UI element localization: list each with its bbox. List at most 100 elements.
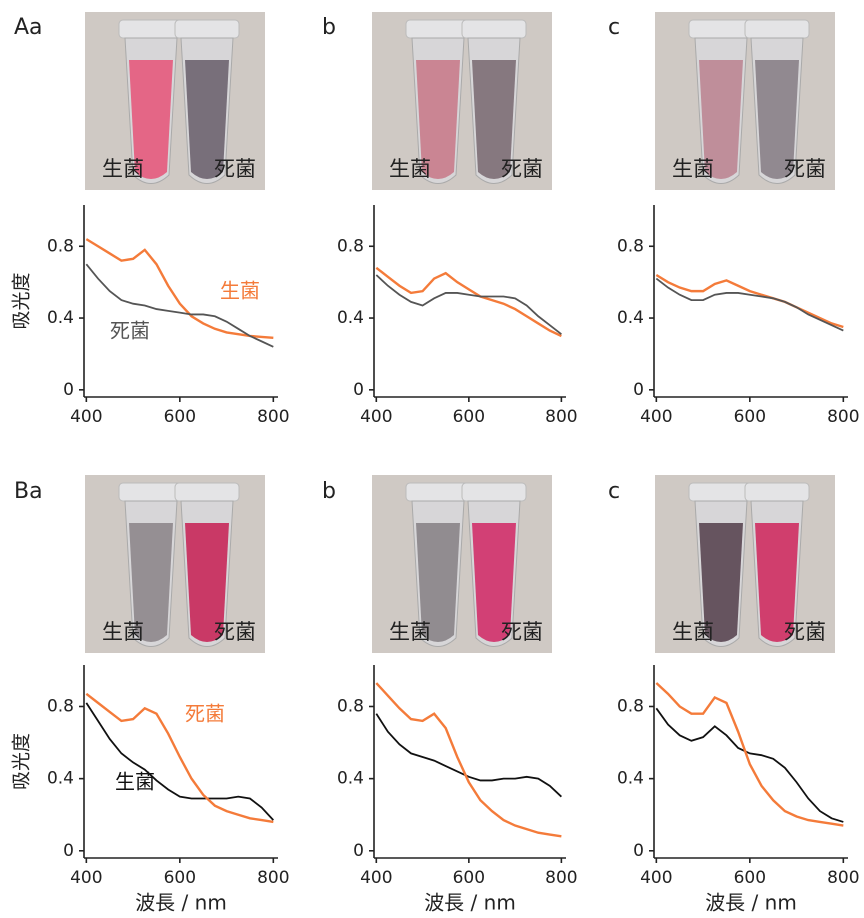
y-tick-label: 0.8 [337, 696, 364, 716]
x-tick-label: 600 [164, 868, 196, 888]
y-tick-label: 0.4 [337, 308, 364, 328]
tube-liquid [185, 60, 229, 179]
panel-label: Ba [14, 479, 43, 504]
y-tick-label: 0 [633, 841, 644, 861]
tube-liquid [699, 60, 743, 179]
panel-label: Aa [14, 15, 43, 40]
tube-cap [405, 19, 471, 39]
y-axis-label: 吸光度 [11, 733, 33, 790]
y-axis-label: 吸光度 [11, 272, 33, 329]
series-line [375, 682, 562, 838]
x-tick-label: 800 [257, 407, 289, 427]
panel-label: c [608, 15, 620, 40]
series-line [655, 707, 844, 823]
tube-liquid [755, 60, 799, 179]
photo-label: 生菌 [102, 620, 144, 644]
y-tick-label: 0.4 [617, 308, 644, 328]
photo-label: 生菌 [389, 157, 431, 181]
series-label: 生菌 [220, 279, 260, 303]
panel-label: b [322, 479, 336, 504]
tube-liquid [472, 60, 516, 179]
x-axis-label: 波長 / nm [135, 891, 227, 915]
series-line [375, 266, 562, 338]
y-tick-label: 0 [63, 841, 74, 861]
panel-label: c [608, 479, 620, 504]
y-tick-label: 0.4 [47, 308, 74, 328]
x-tick-label: 400 [360, 407, 392, 427]
series-line [85, 702, 274, 821]
tube-cap [688, 19, 754, 39]
y-tick-label: 0.8 [617, 236, 644, 256]
x-tick-label: 800 [545, 407, 577, 427]
series-line [375, 274, 562, 335]
y-tick-label: 0 [633, 380, 644, 400]
y-tick-label: 0 [353, 380, 364, 400]
tube-cap [461, 482, 527, 502]
series-label: 生菌 [115, 770, 155, 794]
tube-cap [744, 482, 810, 502]
photo-label: 生菌 [672, 157, 714, 181]
tube-liquid [472, 523, 516, 642]
x-tick-label: 800 [827, 868, 859, 888]
tube-liquid [699, 523, 743, 642]
x-tick-label: 800 [545, 868, 577, 888]
photo-label: 死菌 [501, 157, 543, 181]
y-tick-label: 0.4 [617, 769, 644, 789]
photo-label: 生菌 [672, 620, 714, 644]
series-line [655, 273, 844, 329]
series-line [655, 277, 844, 332]
series-label: 死菌 [110, 319, 150, 343]
photo-label: 死菌 [214, 157, 256, 181]
y-tick-label: 0.4 [337, 769, 364, 789]
series-line [375, 713, 562, 798]
tube-cap [118, 482, 184, 502]
tube-cap [405, 482, 471, 502]
photo-label: 死菌 [784, 620, 826, 644]
photo-label: 死菌 [501, 620, 543, 644]
x-tick-label: 600 [453, 868, 485, 888]
x-tick-label: 600 [453, 407, 485, 427]
tube-liquid [416, 60, 460, 179]
tube-liquid [185, 523, 229, 642]
y-tick-label: 0 [353, 841, 364, 861]
series-label: 死菌 [185, 702, 225, 726]
panel-label: b [322, 15, 336, 40]
tube-cap [688, 482, 754, 502]
y-tick-label: 0 [63, 380, 74, 400]
x-tick-label: 400 [640, 407, 672, 427]
photo-label: 生菌 [389, 620, 431, 644]
tube-cap [118, 19, 184, 39]
y-tick-label: 0.8 [47, 236, 74, 256]
tube-cap [174, 19, 240, 39]
tube-cap [461, 19, 527, 39]
tube-cap [744, 19, 810, 39]
x-tick-label: 400 [640, 868, 672, 888]
x-tick-label: 400 [70, 407, 102, 427]
series-line [85, 238, 274, 339]
photo-label: 生菌 [102, 157, 144, 181]
x-axis-label: 波長 / nm [424, 891, 516, 915]
x-tick-label: 400 [70, 868, 102, 888]
photo-label: 死菌 [784, 157, 826, 181]
x-tick-label: 600 [734, 407, 766, 427]
tube-liquid [416, 523, 460, 642]
y-tick-label: 0.8 [47, 696, 74, 716]
x-tick-label: 800 [257, 868, 289, 888]
x-tick-label: 600 [164, 407, 196, 427]
series-line [85, 263, 274, 348]
y-tick-label: 0.4 [47, 769, 74, 789]
y-tick-label: 0.8 [337, 236, 364, 256]
x-axis-label: 波長 / nm [705, 891, 797, 915]
x-tick-label: 400 [360, 868, 392, 888]
tube-liquid [129, 523, 173, 642]
x-tick-label: 800 [827, 407, 859, 427]
photo-label: 死菌 [214, 620, 256, 644]
tube-cap [174, 482, 240, 502]
y-tick-label: 0.8 [617, 696, 644, 716]
tube-liquid [755, 523, 799, 642]
series-line [655, 682, 844, 827]
tube-liquid [129, 60, 173, 179]
x-tick-label: 600 [734, 868, 766, 888]
series-line [85, 692, 274, 824]
